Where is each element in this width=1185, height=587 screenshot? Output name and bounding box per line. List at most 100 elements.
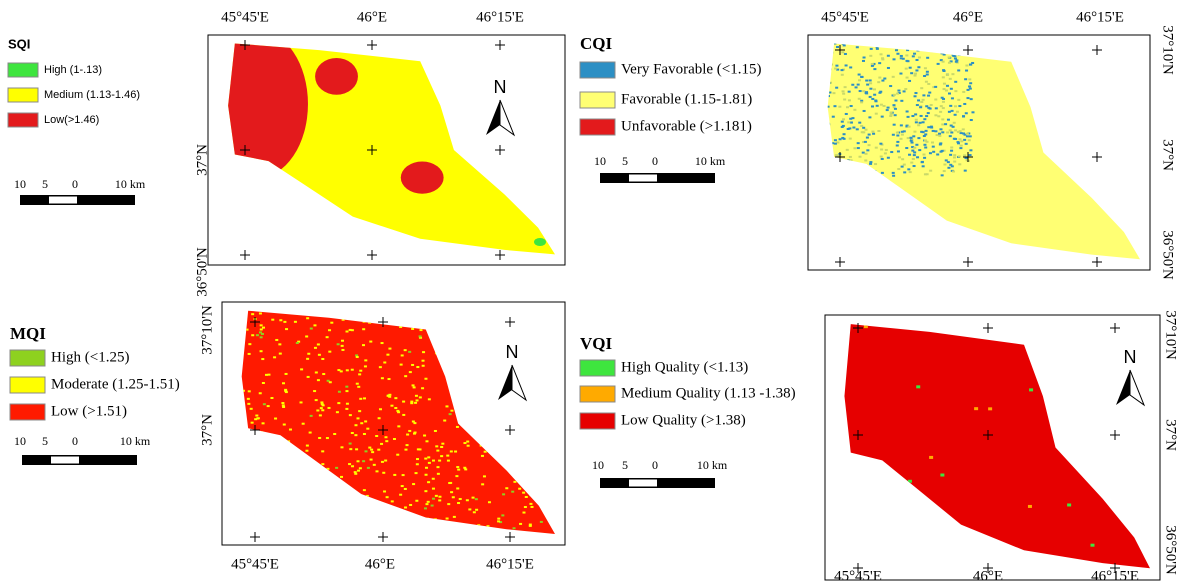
legend-swatch	[579, 61, 616, 79]
legend-swatch	[579, 412, 616, 430]
scale-label: 10 km	[695, 154, 726, 168]
legend-label: Low(>1.46)	[44, 114, 99, 126]
legend-title: SQI	[8, 36, 30, 51]
zone	[228, 43, 308, 178]
scale-bar	[20, 195, 135, 205]
latitude-label: 36°50'N	[1163, 525, 1179, 575]
graticule-cross	[835, 45, 845, 55]
scale-label: 0	[652, 154, 658, 168]
legend-swatch	[7, 112, 39, 128]
scale-bar	[600, 478, 715, 488]
north-label: N	[506, 342, 519, 362]
graticule-cross	[250, 317, 260, 327]
legend-swatch	[9, 376, 46, 394]
longitude-label: 46°15'E	[476, 9, 524, 25]
zone	[315, 58, 358, 95]
legend-label: Low Quality (>1.38)	[621, 412, 746, 428]
scale-label: 5	[622, 458, 628, 472]
legend-swatch	[9, 403, 46, 421]
longitude-label: 46°15'E	[1076, 9, 1124, 25]
scale-bar	[600, 173, 715, 183]
graticule-cross	[495, 145, 505, 155]
graticule-cross	[250, 425, 260, 435]
scale-label: 0	[652, 458, 658, 472]
graticule-cross	[505, 532, 515, 542]
north-label: N	[1124, 347, 1137, 367]
graticule-cross	[240, 40, 250, 50]
graticule-cross	[983, 323, 993, 333]
longitude-label: 45°45'E	[221, 9, 269, 25]
scale-label: 10 km	[120, 434, 151, 448]
graticule-cross	[250, 532, 260, 542]
scale-label: 10	[594, 154, 606, 168]
legend-swatch	[579, 91, 616, 109]
longitude-label: 45°45'E	[834, 568, 882, 584]
longitude-label: 46°E	[953, 9, 983, 25]
graticule-cross	[835, 257, 845, 267]
longitude-label: 46°E	[365, 556, 395, 572]
scale-label: 10 km	[115, 177, 146, 191]
legend-swatch	[7, 87, 39, 103]
legend-label: Low (>1.51)	[51, 403, 127, 419]
graticule-cross	[505, 425, 515, 435]
graticule-cross	[378, 317, 388, 327]
graticule-cross	[367, 145, 377, 155]
longitude-label: 46°15'E	[486, 556, 534, 572]
latitude-label: 37°10'N	[1163, 310, 1179, 360]
graticule-cross	[240, 145, 250, 155]
scale-label: 10	[14, 177, 26, 191]
scale-label: 10	[592, 458, 604, 472]
graticule-cross	[963, 257, 973, 267]
zone	[400, 161, 444, 194]
longitude-label: 46°E	[973, 568, 1003, 584]
graticule-cross	[378, 532, 388, 542]
longitude-label: 46°15'E	[1091, 568, 1139, 584]
legend-label: Medium (1.13-1.46)	[44, 89, 140, 101]
longitude-label: 45°45'E	[821, 9, 869, 25]
graticule-cross	[1110, 323, 1120, 333]
scale-bar	[629, 174, 657, 182]
scale-bar	[629, 479, 657, 487]
graticule-cross	[495, 250, 505, 260]
longitude-label: 46°E	[357, 9, 387, 25]
scale-label: 10 km	[697, 458, 728, 472]
north-arrow	[511, 364, 528, 402]
latitude-label: 37°N	[1163, 419, 1179, 451]
scale-bar	[22, 455, 137, 465]
graticule-cross	[983, 563, 993, 573]
legend-title: MQI	[10, 324, 46, 343]
legend-label: High (1-.13)	[44, 64, 102, 76]
scale-label: 0	[72, 177, 78, 191]
graticule-cross	[367, 250, 377, 260]
legend-swatch	[579, 385, 616, 403]
scale-label: 10	[14, 434, 26, 448]
graticule-cross	[367, 40, 377, 50]
graticule-cross	[1110, 430, 1120, 440]
latitude-label: 36°50'N	[1160, 230, 1176, 280]
zone	[534, 238, 547, 246]
legend-label: Very Favorable (<1.15)	[621, 61, 762, 77]
north-arrow	[486, 100, 500, 135]
legend-label: High Quality (<1.13)	[621, 359, 748, 375]
legend-swatch	[579, 359, 616, 377]
latitude-label: 37°10'N	[199, 305, 215, 355]
north-arrow	[499, 99, 516, 137]
graticule-cross	[1092, 45, 1102, 55]
legend-label: Medium Quality (1.13 -1.38)	[621, 385, 796, 401]
legend-title: CQI	[580, 34, 613, 53]
latitude-label: 37°10'N	[1160, 25, 1176, 75]
north-arrow	[1116, 370, 1130, 405]
scale-label: 0	[72, 434, 78, 448]
north-arrow	[1129, 369, 1146, 407]
latitude-label: 37°N	[199, 414, 215, 446]
latitude-label: 37°N	[1160, 139, 1176, 171]
legend-title: VQI	[580, 334, 613, 353]
latitude-label: 37°N	[194, 144, 210, 176]
legend-label: High (<1.25)	[51, 349, 129, 365]
graticule-cross	[1092, 257, 1102, 267]
north-label: N	[494, 77, 507, 97]
graticule-cross	[963, 152, 973, 162]
legend-label: Favorable (1.15-1.81)	[621, 91, 752, 107]
graticule-cross	[1092, 152, 1102, 162]
